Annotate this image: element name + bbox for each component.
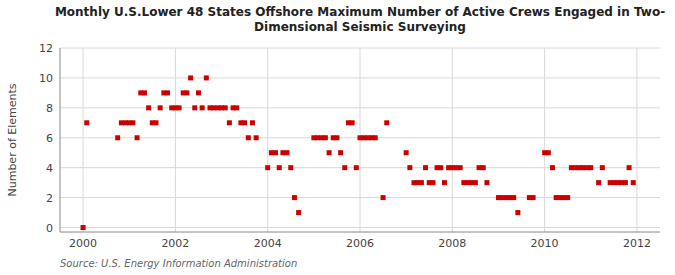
- point: [373, 135, 378, 140]
- grid-line-y: [60, 77, 660, 78]
- point: [323, 135, 328, 140]
- point: [481, 165, 486, 170]
- point: [154, 120, 159, 125]
- point: [158, 105, 163, 110]
- point: [234, 105, 239, 110]
- point: [200, 105, 205, 110]
- point: [188, 75, 193, 80]
- point: [285, 150, 290, 155]
- x-tick-label: 2008: [438, 237, 466, 250]
- point: [430, 180, 435, 185]
- title-line: Dimensional Seismic Surveying: [254, 20, 466, 34]
- point: [146, 105, 151, 110]
- point: [296, 210, 301, 215]
- y-tick-label: 12: [39, 42, 53, 55]
- grid-line-x: [175, 48, 176, 232]
- x-tick-label: 2006: [346, 237, 374, 250]
- y-tick-label: 2: [46, 192, 53, 205]
- point: [600, 165, 605, 170]
- grid-line-x: [636, 48, 637, 232]
- point: [342, 165, 347, 170]
- point: [438, 165, 443, 170]
- point: [196, 90, 201, 95]
- point: [130, 120, 135, 125]
- point: [135, 135, 140, 140]
- point: [277, 165, 282, 170]
- point: [288, 165, 293, 170]
- point: [381, 195, 386, 200]
- point: [115, 135, 120, 140]
- point: [565, 195, 570, 200]
- y-tick-label: 4: [46, 162, 53, 175]
- point: [407, 165, 412, 170]
- grid-line-x: [83, 48, 84, 232]
- x-tick-label: 2010: [531, 237, 559, 250]
- point: [177, 105, 182, 110]
- point: [223, 105, 228, 110]
- point: [596, 180, 601, 185]
- point: [546, 150, 551, 155]
- tick-labels: 2000 2002 2004 2006 2008 2010 2012 0 2 4 6 8 10 12: [39, 42, 651, 250]
- source-note: Source: U.S. Energy Information Administ…: [60, 258, 297, 269]
- grid: [60, 48, 660, 232]
- point: [473, 180, 478, 185]
- point: [227, 120, 232, 125]
- point: [423, 165, 428, 170]
- point: [142, 90, 147, 95]
- point: [484, 180, 489, 185]
- point: [246, 135, 251, 140]
- point: [354, 165, 359, 170]
- point: [84, 120, 89, 125]
- point: [442, 180, 447, 185]
- grid-line-x: [452, 48, 453, 232]
- point: [419, 180, 424, 185]
- point: [350, 120, 355, 125]
- y-axis-line: [60, 48, 61, 232]
- y-tick-label: 8: [46, 102, 53, 115]
- grid-line-y: [60, 227, 660, 228]
- point: [515, 210, 520, 215]
- point: [511, 195, 516, 200]
- point: [404, 150, 409, 155]
- title: Monthly U.S.Lower 48 States Offshore Max…: [55, 5, 665, 34]
- point: [588, 165, 593, 170]
- title-line: Monthly U.S.Lower 48 States Offshore Max…: [55, 5, 665, 19]
- point: [631, 180, 636, 185]
- chart: Monthly U.S.Lower 48 States Offshore Max…: [0, 0, 675, 275]
- x-tick-label: 2000: [69, 237, 97, 250]
- point: [334, 135, 339, 140]
- y-axis-label: Number of Elements: [6, 83, 19, 196]
- point: [192, 105, 197, 110]
- point: [165, 90, 170, 95]
- point: [81, 225, 86, 230]
- point: [265, 165, 270, 170]
- point: [250, 120, 255, 125]
- point: [550, 165, 555, 170]
- point: [184, 90, 189, 95]
- y-tick-label: 0: [46, 222, 53, 235]
- x-axis-line: [60, 232, 660, 233]
- x-tick-label: 2012: [623, 237, 651, 250]
- y-tick-label: 6: [46, 132, 53, 145]
- point: [627, 165, 632, 170]
- point: [327, 150, 332, 155]
- point: [204, 75, 209, 80]
- point: [384, 120, 389, 125]
- point: [458, 165, 463, 170]
- y-tick-label: 10: [39, 72, 53, 85]
- x-tick-label: 2002: [161, 237, 189, 250]
- point: [273, 150, 278, 155]
- point: [242, 120, 247, 125]
- point: [531, 195, 536, 200]
- grid-line-x: [267, 48, 268, 232]
- point: [254, 135, 259, 140]
- grid-line-x: [544, 48, 545, 232]
- grid-line-y: [60, 48, 660, 49]
- point: [623, 180, 628, 185]
- point: [292, 195, 297, 200]
- points: [81, 75, 636, 230]
- point: [338, 150, 343, 155]
- x-tick-label: 2004: [254, 237, 282, 250]
